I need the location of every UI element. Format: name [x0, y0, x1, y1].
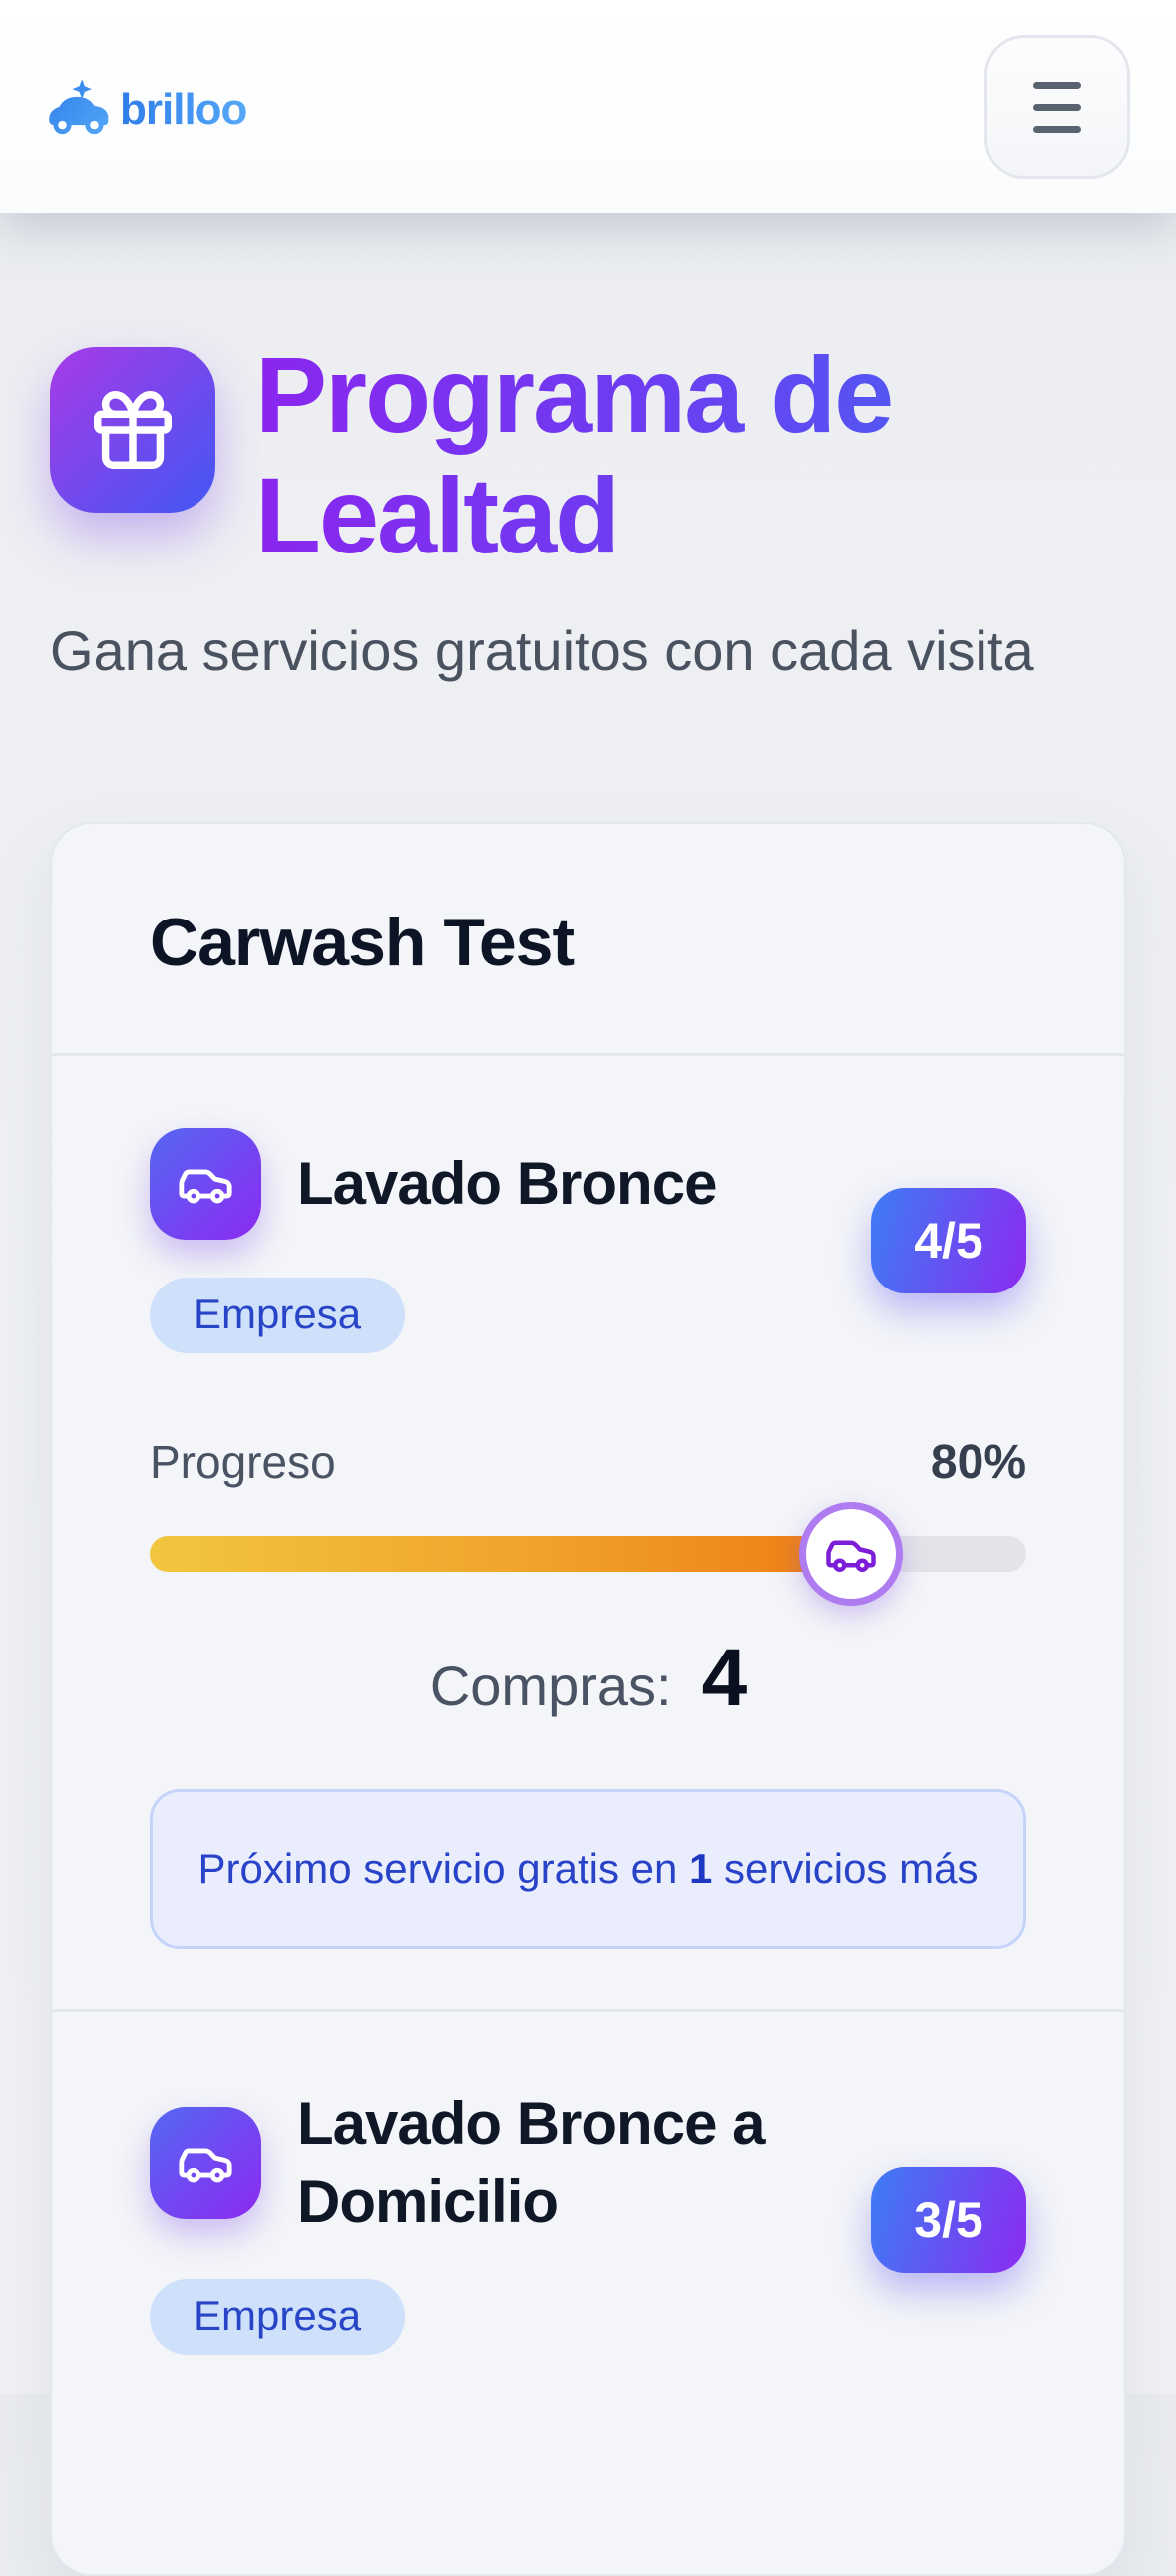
progress-section: Progreso 80%: [150, 1435, 1026, 1606]
progress-label: Progreso: [150, 1435, 336, 1488]
app-header: brilloo: [0, 0, 1176, 213]
logo-text: brilloo: [120, 85, 247, 134]
hamburger-menu-button[interactable]: [984, 35, 1130, 179]
next-reward-banner: Próximo servicio gratis en 1 servicios m…: [150, 1788, 1026, 1950]
purchases-label: Compras:: [429, 1654, 672, 1717]
program-type-badge: Empresa: [150, 1277, 406, 1353]
progress-count-badge: 4/5: [871, 1187, 1026, 1293]
progress-count-badge: 3/5: [871, 2167, 1026, 2274]
progress-marker-car-icon: [799, 1501, 904, 1606]
progress-percent: 80%: [930, 1435, 1026, 1489]
program-name: Lavado Bronce a Domicilio: [297, 2090, 766, 2236]
progress-fill: [150, 1535, 852, 1572]
program-item: Lavado Bronce Empresa 4/5 Progreso 80%: [52, 1056, 1124, 2009]
car-icon: [150, 1127, 261, 1240]
program-header: Lavado Bronce a Domicilio Empresa 3/5: [150, 2085, 1026, 2356]
hamburger-icon: [1033, 81, 1081, 89]
gift-icon: [50, 347, 215, 513]
next-reward-count: 1: [689, 1844, 713, 1892]
page-subtitle: Gana servicios gratuitos con cada visita: [50, 618, 1034, 682]
car-icon: [150, 2107, 261, 2220]
main-content: Programa de Lealtad Gana servicios gratu…: [0, 334, 1176, 2576]
program-name: Lavado Bronce: [297, 1149, 717, 1217]
program-type-badge: Empresa: [150, 2279, 406, 2356]
car-sparkle-logo-icon: [46, 78, 112, 136]
program-item: Lavado Bronce a Domicilio Empresa 3/5: [52, 2009, 1124, 2574]
loyalty-card: Carwash Test Lavado B: [50, 821, 1126, 2576]
page-title: Programa de Lealtad: [255, 334, 993, 576]
program-header: Lavado Bronce Empresa 4/5: [150, 1127, 1026, 1353]
card-header: Carwash Test: [52, 824, 1124, 1056]
business-name: Carwash Test: [150, 904, 575, 980]
purchases-value: 4: [701, 1632, 748, 1723]
hero-section: Programa de Lealtad: [50, 334, 1126, 576]
purchases-row: Compras: 4: [150, 1632, 1026, 1725]
brilloo-logo: brilloo: [46, 78, 247, 136]
progress-bar: [150, 1501, 1026, 1606]
